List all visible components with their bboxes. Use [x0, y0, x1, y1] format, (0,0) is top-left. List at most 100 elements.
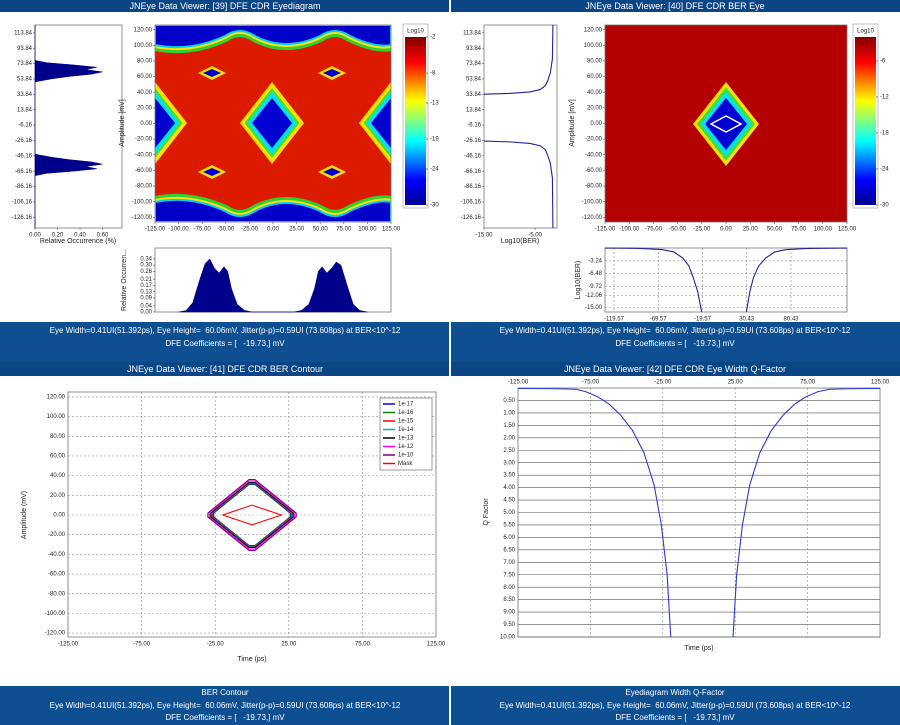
y-tick-label: -40.00 [48, 552, 66, 558]
y-tick-label: 5.50 [503, 523, 515, 529]
y-tick-label: 80.00 [587, 59, 603, 65]
colorbar-tick-label: -19 [430, 137, 439, 143]
y-tick-label: -80.00 [585, 184, 603, 190]
x-tick-label: 75.00 [791, 227, 807, 233]
y-axis-label: Amplitude [mV] [569, 99, 576, 147]
footer-text: Eye Width=0.41UI(51.392ps), Eye Height= … [500, 326, 851, 335]
y-tick-label: -12.06 [585, 293, 603, 299]
y-tick-label: 80.00 [50, 434, 66, 440]
x-tick-label: -25.00 [241, 227, 259, 233]
y-tick-label: 0.00 [140, 310, 152, 316]
curve [208, 480, 296, 550]
legend-label: 1e-17 [398, 402, 414, 408]
x-tick-label: -125.00 [58, 642, 79, 648]
y-tick-label: -120.00 [132, 215, 153, 221]
y-tick-label: 1.50 [503, 423, 515, 429]
title-bar [0, 0, 449, 12]
y-tick-label: 120.00 [47, 394, 66, 400]
y-tick-label: 73.84 [17, 61, 33, 67]
y-tick-label: -20.00 [48, 532, 66, 538]
plot-frame [483, 24, 558, 229]
footer-text: DFE Coefficients = [ -19.73,] mV [165, 713, 285, 722]
curve [732, 387, 881, 638]
y-tick-label: 93.84 [466, 46, 482, 52]
y-tick-label: 40.00 [50, 473, 66, 479]
footer-text: Eye Width=0.41UI(51.392ps), Eye Height= … [50, 701, 401, 710]
y-tick-label: -20.00 [585, 137, 603, 143]
y-tick-label: 0.00 [140, 121, 152, 127]
colorbar-tick-label: -24 [430, 167, 439, 173]
y-tick-label: 93.84 [17, 46, 33, 52]
x-tick-label: 30.43 [739, 317, 755, 323]
y-tick-label: 0.21 [140, 277, 152, 283]
x-tick-label: 0.00 [720, 227, 732, 233]
x-tick-label: 125.00 [838, 227, 857, 233]
x-tick-label: 0.40 [74, 233, 86, 239]
footer-text: BER Contour [201, 688, 248, 697]
x-tick-label: 75.00 [355, 642, 371, 648]
y-tick-label: -66.16 [464, 169, 482, 175]
y-tick-label: 13.84 [17, 107, 33, 113]
y-tick-label: 120.00 [584, 27, 603, 33]
y-tick-label: 7.00 [503, 560, 515, 566]
legend-frame [379, 397, 433, 471]
y-tick-label: -26.16 [15, 138, 33, 144]
window-title: JNEye Data Viewer: [41] DFE CDR BER Cont… [127, 364, 323, 374]
y-tick-label: -80.00 [135, 184, 153, 190]
y-tick-label: 20.00 [50, 493, 66, 499]
y-tick-label: -60.00 [135, 168, 153, 174]
y-axis-label: Log10(BER) [575, 261, 582, 300]
y-tick-label: 0.34 [140, 257, 152, 263]
y-tick-label: 53.84 [466, 77, 482, 83]
y-tick-label: 9.00 [503, 610, 515, 616]
x-tick-label: 75.00 [800, 380, 816, 386]
title-bar [451, 0, 900, 12]
colorbar-tick-label: -12 [880, 95, 889, 101]
x-tick-label: -19.57 [694, 317, 712, 323]
y-tick-label: -86.16 [15, 184, 33, 190]
x-tick-label: -75.00 [133, 642, 151, 648]
x-tick-label: 125.00 [871, 380, 890, 386]
curve [745, 247, 848, 313]
y-tick-label: 9.50 [503, 622, 515, 628]
x-tick-label: 125.00 [382, 227, 401, 233]
y-axis-label: Relative Occurren... [121, 249, 128, 311]
x-tick-label: -5.00 [528, 233, 542, 239]
legend-label: 1e-10 [398, 453, 414, 459]
x-tick-label: -119.57 [604, 317, 625, 323]
footer-text: DFE Coefficients = [ -19.73,] mV [615, 713, 735, 722]
y-axis-label: Q Factor [483, 498, 490, 526]
y-tick-label: 0.13 [140, 289, 152, 295]
legend-label: 1e-14 [398, 427, 414, 433]
y-tick-label: 20.00 [587, 105, 603, 111]
y-tick-label: 2.50 [503, 448, 515, 454]
x-axis-label: Time (ps) [237, 656, 266, 663]
y-tick-label: 80.00 [137, 59, 153, 65]
curve [483, 140, 554, 229]
y-tick-label: 0.09 [140, 296, 152, 302]
curve [210, 481, 294, 549]
heatmap-image [605, 25, 847, 222]
y-tick-label: 60.00 [587, 74, 603, 80]
y-tick-label: 20.00 [137, 105, 153, 111]
y-tick-label: 4.00 [503, 485, 515, 491]
y-tick-label: 100.00 [134, 43, 153, 49]
y-tick-label: -6.48 [588, 271, 602, 277]
x-tick-label: -15.00 [475, 233, 493, 239]
heatmap-image [155, 25, 391, 222]
y-tick-label: 0.00 [53, 513, 65, 519]
y-tick-label: -126.16 [461, 215, 482, 221]
x-tick-label: 25.00 [281, 642, 297, 648]
y-tick-label: 33.84 [466, 92, 482, 98]
colorbar-tick-label: -18 [880, 131, 889, 137]
y-tick-label: 8.00 [503, 585, 515, 591]
x-tick-label: -25.00 [207, 642, 225, 648]
y-tick-label: -106.16 [12, 200, 33, 206]
colorbar-tick-label: -13 [430, 101, 439, 107]
y-tick-label: 6.50 [503, 547, 515, 553]
y-tick-label: -40.00 [585, 152, 603, 158]
footer-text: Eye Width=0.41UI(51.392ps), Eye Height= … [500, 701, 851, 710]
y-tick-label: -126.16 [12, 215, 33, 221]
title-bar [451, 362, 900, 376]
y-tick-label: 40.00 [587, 90, 603, 96]
